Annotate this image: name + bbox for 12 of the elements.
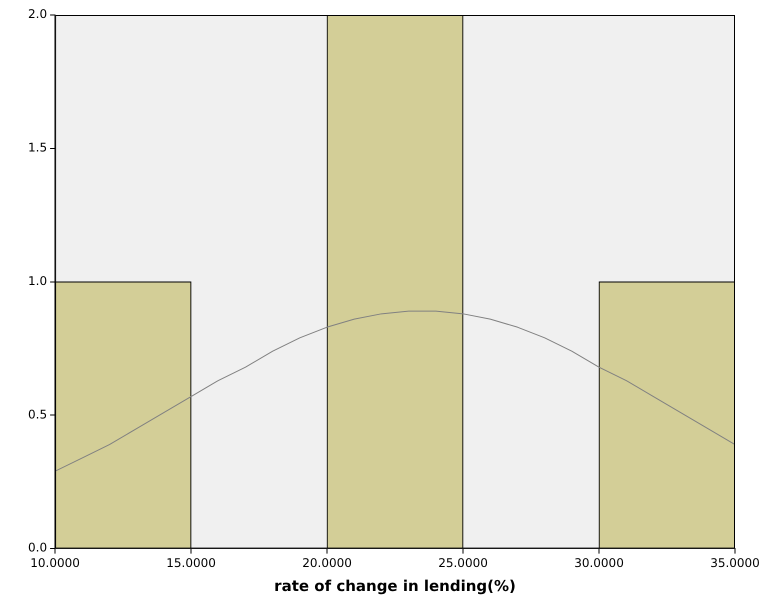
x-tick-label: 15.0000	[166, 556, 216, 570]
y-tick-label: 0.0	[28, 540, 48, 555]
x-tick-label: 35.0000	[710, 556, 760, 570]
y-tick-label: 1.0	[28, 274, 48, 288]
y-tick-label: 2.0	[28, 7, 48, 22]
x-axis-title: rate of change in lending(%)	[274, 576, 516, 595]
x-tick-label: 20.0000	[302, 556, 352, 570]
y-tick-label: 1.5	[28, 140, 48, 155]
y-tick-label: 0.5	[28, 407, 48, 422]
x-tick-label: 30.0000	[574, 556, 624, 570]
x-tick-label: 25.0000	[438, 556, 488, 570]
x-tick-label: 10.0000	[30, 556, 80, 570]
